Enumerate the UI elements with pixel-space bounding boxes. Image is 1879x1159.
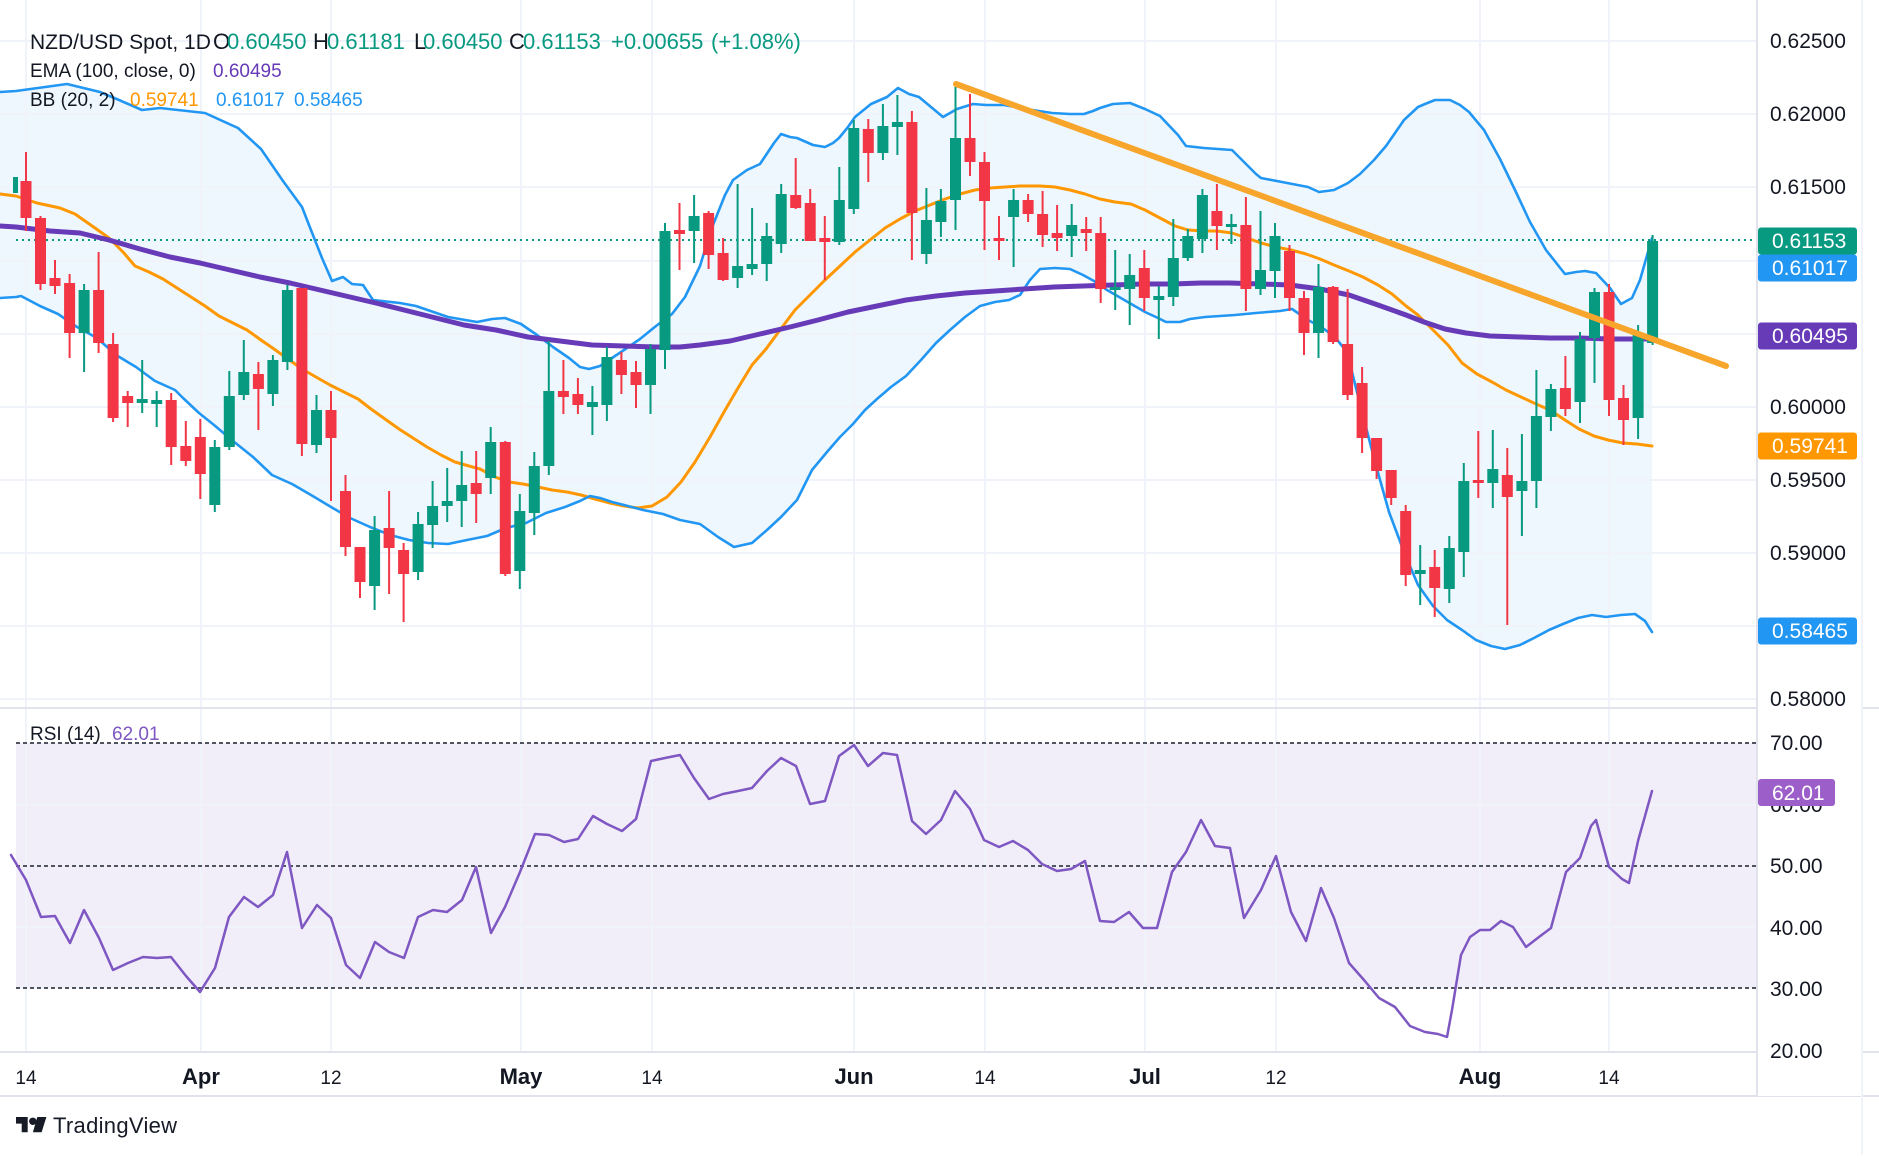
svg-text:0.62500: 0.62500 bbox=[1770, 30, 1846, 53]
svg-text:14: 14 bbox=[1598, 1068, 1620, 1089]
svg-text:TradingView: TradingView bbox=[53, 1113, 177, 1138]
svg-text:May: May bbox=[500, 1064, 544, 1089]
svg-text:0.60450: 0.60450 bbox=[227, 29, 307, 54]
svg-text:Aug: Aug bbox=[1459, 1064, 1502, 1089]
svg-text:0.59000: 0.59000 bbox=[1770, 542, 1846, 565]
svg-text:(+1.08%): (+1.08%) bbox=[711, 29, 801, 54]
svg-text:0.58465: 0.58465 bbox=[1772, 620, 1848, 643]
svg-text:H: H bbox=[313, 29, 329, 54]
svg-text:0.59741: 0.59741 bbox=[130, 90, 199, 111]
svg-text:30.00: 30.00 bbox=[1770, 978, 1823, 1001]
svg-text:12: 12 bbox=[1265, 1068, 1286, 1089]
svg-text:0.61017: 0.61017 bbox=[1772, 257, 1848, 280]
svg-text:40.00: 40.00 bbox=[1770, 917, 1823, 940]
svg-text:62.01: 62.01 bbox=[112, 724, 160, 745]
svg-text:0.58000: 0.58000 bbox=[1770, 688, 1846, 711]
svg-text:NZD/USD Spot, 1D: NZD/USD Spot, 1D bbox=[30, 31, 211, 54]
svg-text:0.60000: 0.60000 bbox=[1770, 396, 1846, 419]
svg-text:Jun: Jun bbox=[834, 1064, 873, 1089]
svg-text:O: O bbox=[213, 29, 230, 54]
svg-text:70.00: 70.00 bbox=[1770, 732, 1823, 755]
svg-text:14: 14 bbox=[15, 1068, 37, 1089]
svg-text:0.61181: 0.61181 bbox=[327, 29, 405, 54]
svg-text:0.61017: 0.61017 bbox=[216, 90, 285, 111]
svg-text:L: L bbox=[414, 29, 426, 54]
svg-text:0.60495: 0.60495 bbox=[1772, 325, 1848, 348]
svg-text:20.00: 20.00 bbox=[1770, 1040, 1823, 1063]
svg-text:14: 14 bbox=[641, 1068, 663, 1089]
svg-text:0.61500: 0.61500 bbox=[1770, 176, 1846, 199]
svg-text:C: C bbox=[509, 29, 525, 54]
svg-text:BB (20, 2): BB (20, 2) bbox=[30, 90, 116, 111]
svg-text:0.61153: 0.61153 bbox=[1772, 230, 1846, 253]
svg-text:EMA (100, close, 0): EMA (100, close, 0) bbox=[30, 61, 196, 82]
svg-text:+0.00655: +0.00655 bbox=[611, 29, 703, 54]
svg-text:Jul: Jul bbox=[1129, 1064, 1161, 1089]
svg-text:12: 12 bbox=[320, 1068, 341, 1089]
svg-text:14: 14 bbox=[974, 1068, 996, 1089]
svg-text:0.61153: 0.61153 bbox=[523, 29, 601, 54]
svg-text:0.60495: 0.60495 bbox=[213, 61, 282, 82]
svg-text:0.59500: 0.59500 bbox=[1770, 469, 1846, 492]
svg-text:50.00: 50.00 bbox=[1770, 855, 1823, 878]
svg-text:0.58465: 0.58465 bbox=[294, 90, 363, 111]
svg-text:0.60450: 0.60450 bbox=[423, 29, 503, 54]
svg-text:0.59741: 0.59741 bbox=[1772, 435, 1848, 458]
svg-text:RSI (14): RSI (14) bbox=[30, 724, 101, 745]
svg-text:62.01: 62.01 bbox=[1772, 782, 1825, 805]
svg-text:0.62000: 0.62000 bbox=[1770, 103, 1846, 126]
svg-text:Apr: Apr bbox=[182, 1064, 220, 1089]
